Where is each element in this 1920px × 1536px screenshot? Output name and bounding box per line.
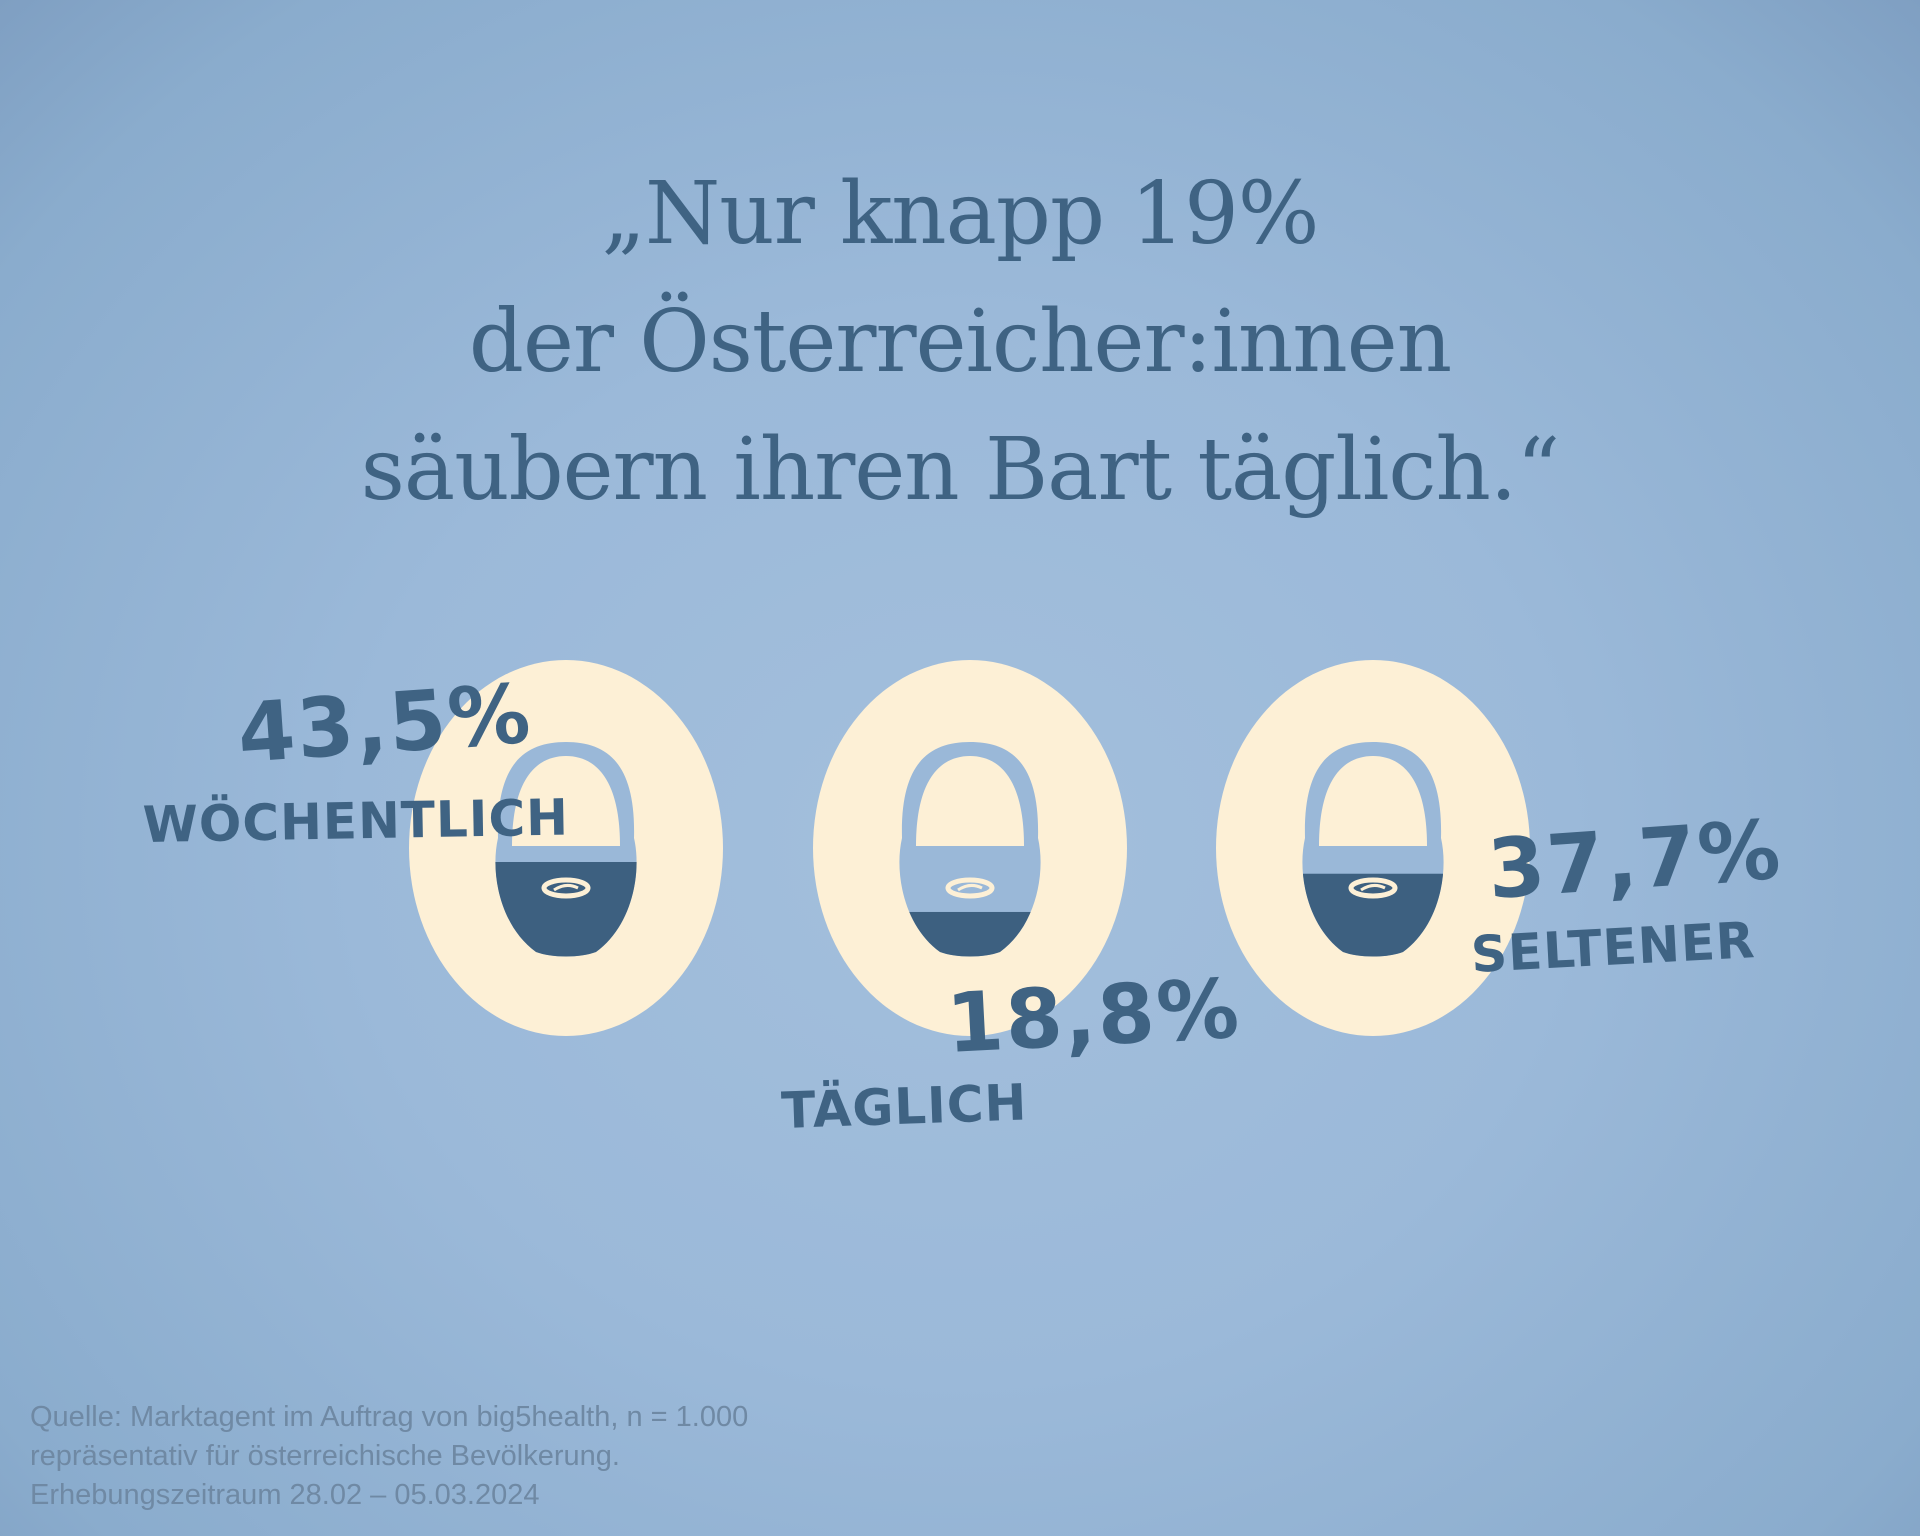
beard-group-1 (409, 660, 723, 1036)
face-cutout (512, 756, 620, 846)
mouth-line (1360, 883, 1386, 892)
source-line-1: Quelle: Marktagent im Auftrag von big5he… (30, 1401, 749, 1433)
headline: „Nur knapp 19% der Österreicher:innen sä… (0, 150, 1920, 534)
headline-line-1: „Nur knapp 19% (601, 164, 1320, 264)
mouth-line (957, 883, 983, 892)
category-label: WÖCHENTLICH (142, 788, 569, 854)
source-note: Quelle: Marktagent im Auftrag von big5he… (30, 1398, 930, 1515)
source-line-2: repräsentativ für österreichische Bevölk… (30, 1440, 620, 1472)
source-line-3: Erhebungszeitraum 28.02 – 05.03.2024 (30, 1479, 540, 1511)
mouth-icon (541, 877, 591, 899)
headline-line-3: säubern ihren Bart täglich.“ (360, 420, 1560, 520)
beard-group-3 (1216, 660, 1530, 1036)
face-cutout (916, 756, 1024, 846)
headline-line-2: der Österreicher:innen (468, 292, 1452, 392)
mouth-icon (1348, 877, 1398, 899)
face-cutout (1319, 756, 1427, 846)
data-label: 18,8% (944, 962, 1243, 1072)
beard-group-2 (813, 660, 1127, 1036)
data-label: 43,5% (235, 667, 535, 782)
mouth-line (553, 883, 579, 892)
data-label: 37,7% (1485, 803, 1785, 918)
category-label: TÄGLICH (780, 1073, 1028, 1140)
mouth-icon (945, 877, 995, 899)
